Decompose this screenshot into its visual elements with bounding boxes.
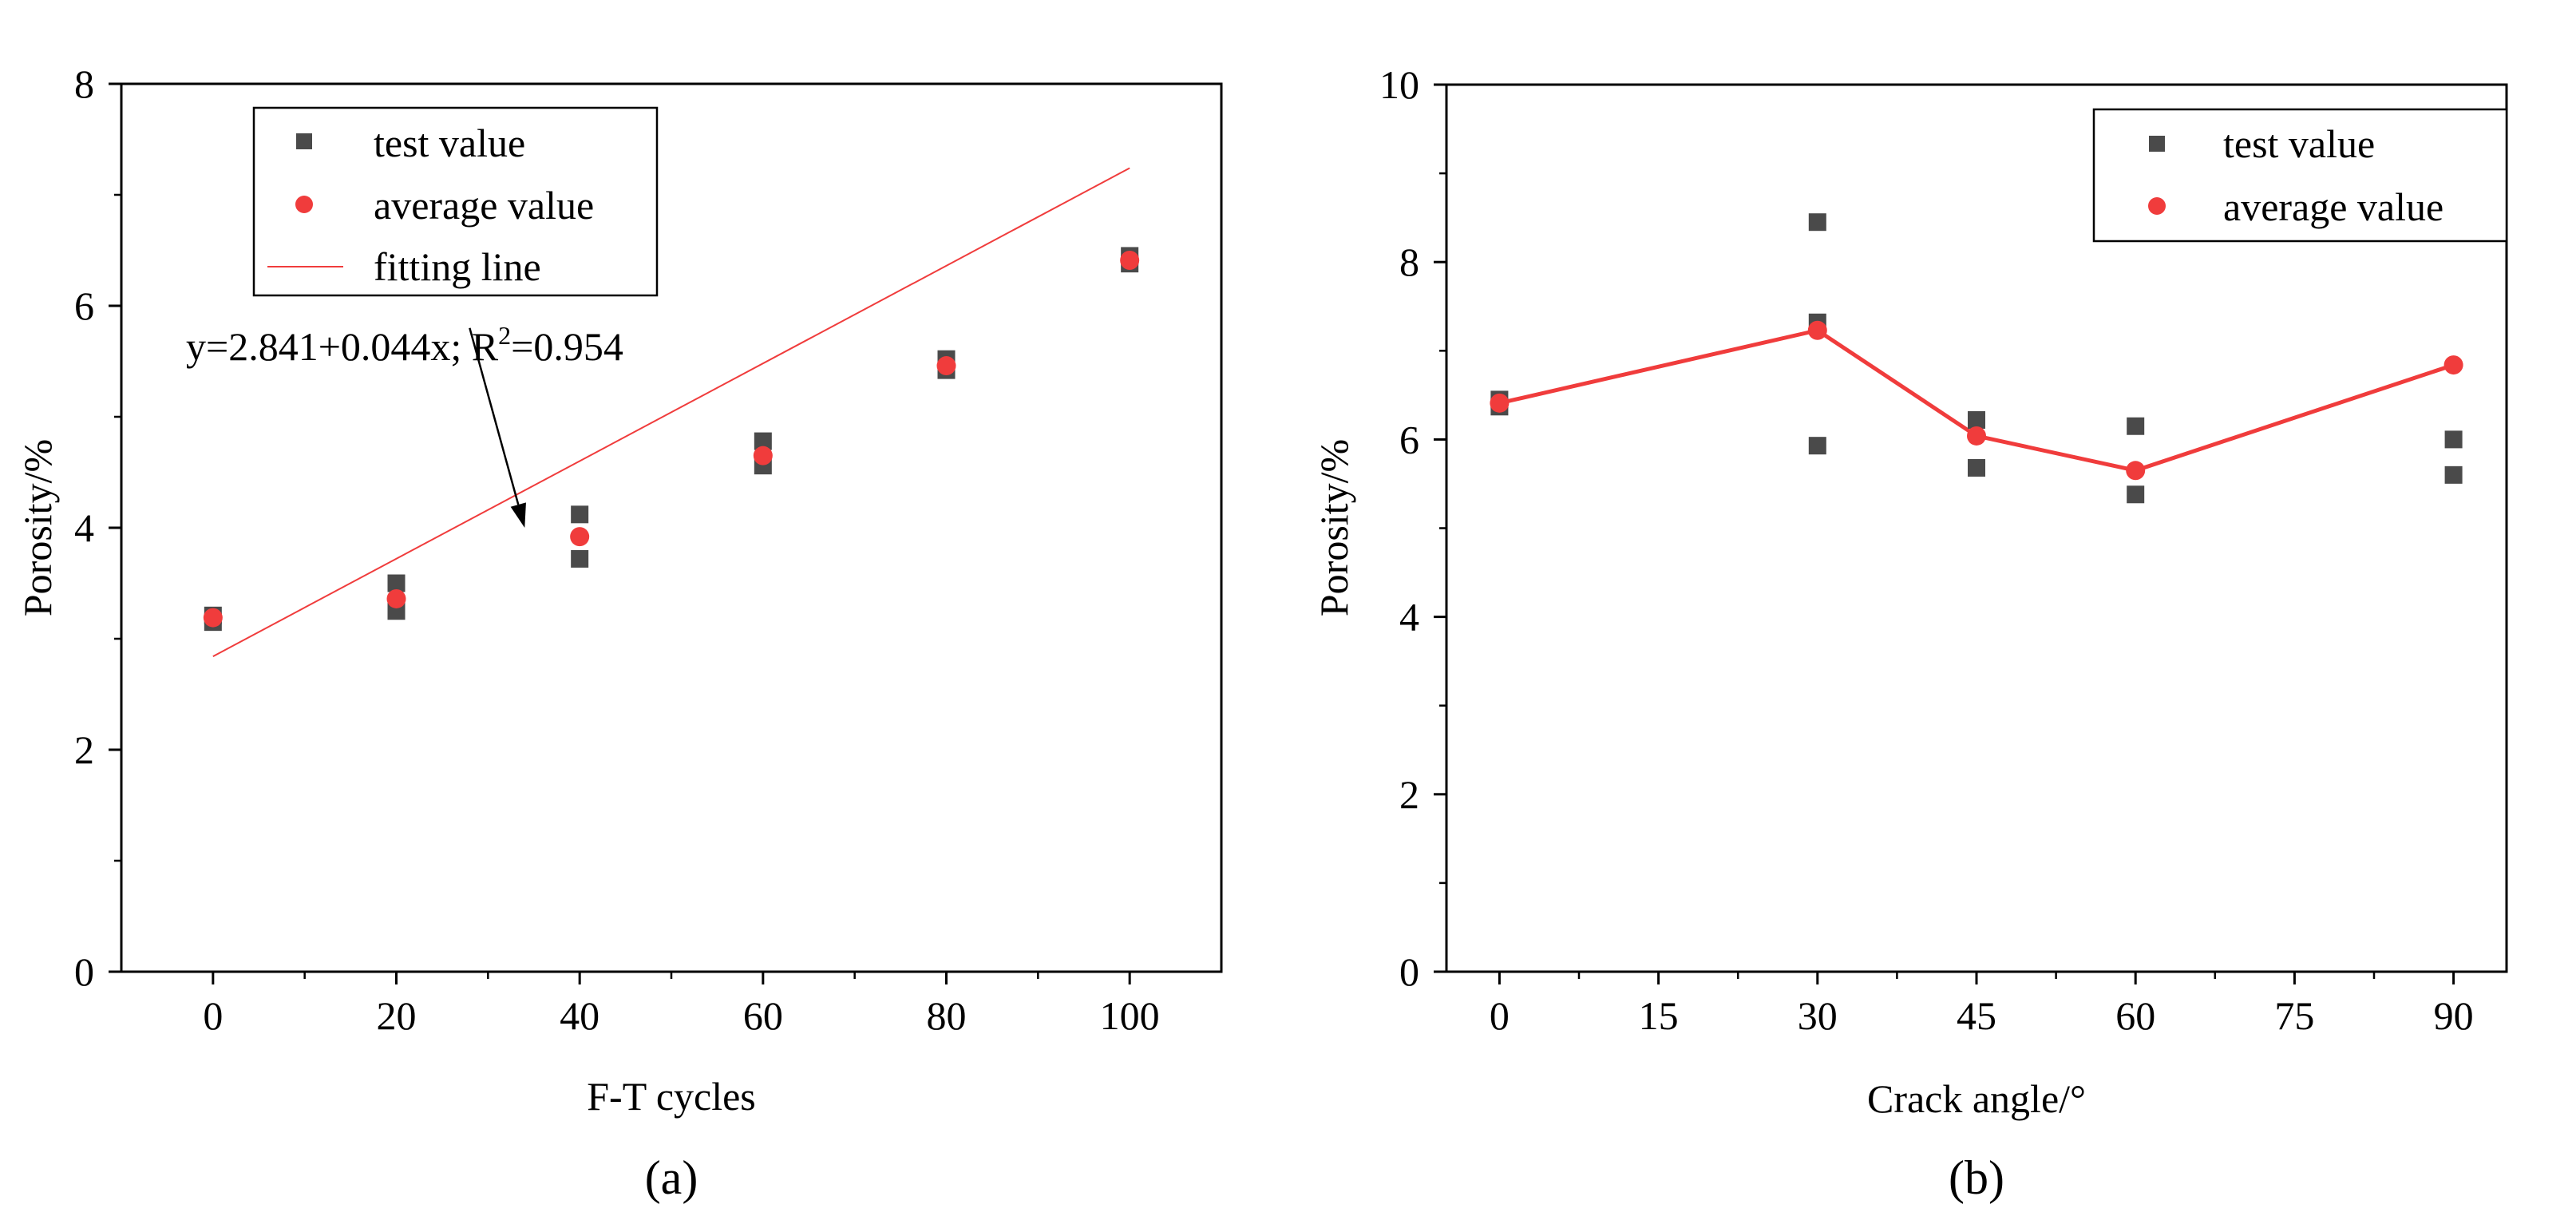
panel-a-y-axis-label: Porosity/% xyxy=(15,439,60,616)
panel-a-average-point xyxy=(1120,251,1140,271)
panel-a-equation-r2: =0.954 xyxy=(511,324,623,369)
panel-a-average-point xyxy=(936,356,956,376)
panel-b-test-point xyxy=(1808,213,1826,232)
panel-b-x-tick-label: 60 xyxy=(2115,993,2155,1038)
panel-b-legend-test-label: test value xyxy=(2223,121,2375,166)
panel-a-legend-test-marker xyxy=(296,133,312,149)
panel-b-y-tick-label: 6 xyxy=(1399,417,1419,461)
panel-a-average-point xyxy=(753,446,773,465)
panel-a-legend-box xyxy=(252,106,659,297)
panel-b-x-tick-label: 0 xyxy=(1490,993,1510,1038)
panel-a-x-tick-label: 80 xyxy=(927,993,967,1038)
panel-a-fitting-line xyxy=(212,167,1130,657)
panel-b-average-point xyxy=(2126,461,2146,481)
panel-b-y-tick-label: 2 xyxy=(1399,772,1419,817)
panel-a-average-points xyxy=(203,251,1140,628)
panel-a-test-point xyxy=(754,432,772,450)
panel-b-y-tick-label: 0 xyxy=(1399,949,1419,994)
panel-a-legend-test-label: test value xyxy=(374,121,525,165)
panel-b-test-point xyxy=(2127,417,2145,435)
panel-b-test-point xyxy=(2444,430,2463,449)
panel-b-legend-test-marker xyxy=(2149,136,2165,152)
panel-a-ticks: 0 20 40 60 80 100 0 2 4 6 8 xyxy=(74,61,1160,1038)
panel-b-y-axis-label: Porosity/% xyxy=(1312,439,1356,616)
panel-a-x-axis-label: F-T cycles xyxy=(587,1074,756,1119)
panel-b-average-point xyxy=(2443,355,2463,375)
panel-b-average-point xyxy=(1490,393,1510,413)
panel-a-y-tick-label: 2 xyxy=(74,727,94,772)
panel-a-x-tick-label: 20 xyxy=(377,993,417,1038)
panel-a-y-tick-label: 8 xyxy=(74,61,94,106)
panel-b-y-tick-label: 10 xyxy=(1379,62,1419,107)
panel-a-x-tick-label: 60 xyxy=(743,993,783,1038)
panel-b-legend-average-marker xyxy=(2148,197,2166,215)
panel-a-x-tick-label: 0 xyxy=(203,993,223,1038)
panel-b-x-tick-label: 45 xyxy=(1957,993,1996,1038)
panel-b-average-line-layer xyxy=(1498,328,2455,473)
panel-b-average-point xyxy=(1967,426,1986,446)
panel-a-test-point xyxy=(571,505,589,524)
panel-a-fitting-line-layer xyxy=(212,167,1130,657)
panel-a-equation-superscript: 2 xyxy=(498,321,511,350)
panel-b-test-point xyxy=(1968,458,1985,477)
panel-a-legend-average-marker xyxy=(295,196,313,213)
panel-b-legend-box xyxy=(2092,108,2508,243)
panel-b-x-tick-label: 90 xyxy=(2434,993,2474,1038)
panel-a-legend-fit-label: fitting line xyxy=(374,244,541,289)
panel-b-legend: test value average value xyxy=(2092,108,2508,243)
panel-a-test-points xyxy=(204,247,1139,632)
panel-a-equation-main: y=2.841+0.044x; R xyxy=(186,324,499,369)
panel-b-label: (b) xyxy=(1949,1151,2004,1204)
panel-a-x-tick-label: 40 xyxy=(560,993,599,1038)
panel-b-test-point xyxy=(1808,437,1826,455)
panel-a-legend-average-label: average value xyxy=(374,183,594,228)
panel-b-x-tick-label: 75 xyxy=(2274,993,2314,1038)
panel-b-chart: 0 15 30 45 60 75 90 0 2 4 6 8 10 Porosity/% Crack an… xyxy=(1312,62,2508,1204)
panel-a-test-point xyxy=(571,549,589,568)
panel-a-x-tick-label: 100 xyxy=(1100,993,1160,1038)
panel-a-average-point xyxy=(386,588,406,608)
panel-b-x-axis-label: Crack angle/° xyxy=(1867,1076,2086,1121)
panel-a-annotation: y=2.841+0.044x; R2=0.954 xyxy=(186,321,623,528)
panel-b-legend-average-label: average value xyxy=(2223,184,2443,229)
panel-b-x-tick-label: 15 xyxy=(1639,993,1679,1038)
panel-b-average-point xyxy=(1807,320,1827,340)
panel-a-annotation-arrow xyxy=(469,327,520,505)
panel-b-test-point xyxy=(1968,410,1985,429)
panel-b-y-tick-label: 8 xyxy=(1399,240,1419,284)
panel-a-equation: y=2.841+0.044x; R2=0.954 xyxy=(186,321,623,369)
panel-a-y-tick-label: 0 xyxy=(74,949,94,994)
panel-b-x-tick-label: 30 xyxy=(1798,993,1838,1038)
panel-a-y-tick-label: 6 xyxy=(74,283,94,328)
panel-a-average-point xyxy=(203,608,223,628)
panel-b-test-points xyxy=(1490,213,2463,504)
panel-b-test-point xyxy=(2127,485,2145,504)
panel-b-ticks: 0 15 30 45 60 75 90 0 2 4 6 8 10 xyxy=(1379,62,2474,1038)
panel-a-legend: test value average value fitting line xyxy=(252,106,659,297)
panel-b-y-tick-label: 4 xyxy=(1399,595,1419,640)
panel-a-y-tick-label: 4 xyxy=(74,505,94,550)
panel-b-test-point xyxy=(2444,465,2463,484)
panel-a-label: (a) xyxy=(645,1151,698,1204)
panel-a-average-point xyxy=(570,527,590,547)
panel-a-annotation-arrowhead xyxy=(510,502,526,528)
panel-b-average-points xyxy=(1490,320,2463,481)
panel-a-test-point xyxy=(387,574,406,592)
panel-b-average-line xyxy=(1498,328,2455,473)
